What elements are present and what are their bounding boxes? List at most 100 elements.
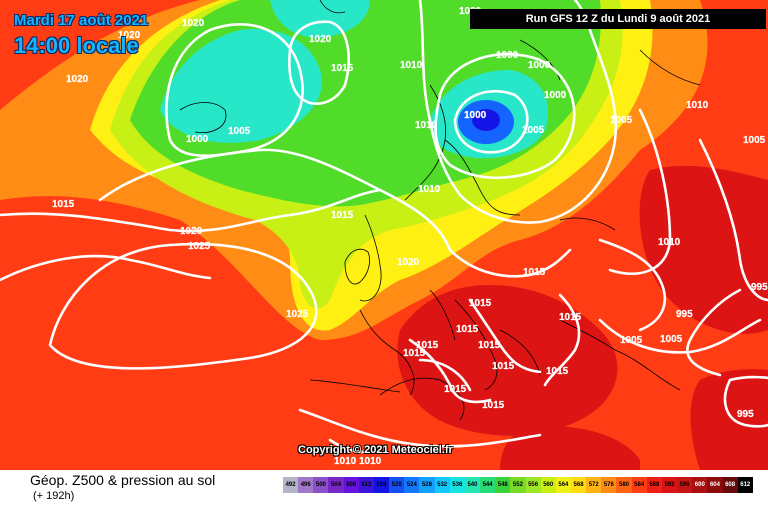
scale-cell: 532 (434, 477, 450, 493)
scale-cell: 580 (616, 477, 632, 493)
pressure-label: 1015 (478, 340, 501, 351)
scale-cell: 576 (601, 477, 617, 493)
pressure-label: 1010 (658, 237, 681, 248)
pressure-label: 1005 (660, 334, 683, 345)
pressure-label: 1020 (309, 34, 332, 45)
cyan-field-west (160, 29, 322, 143)
pressure-label: 995 (676, 309, 693, 320)
pressure-label: 1010 (686, 100, 709, 111)
pressure-label: 1015 (559, 312, 582, 323)
pressure-label: 1020 (182, 18, 205, 29)
scale-cell: 604 (707, 477, 723, 493)
isobar-1010-east (608, 108, 672, 275)
isobar-1015-central (448, 248, 572, 278)
scale-cell: 584 (631, 477, 647, 493)
low-pressure-center (472, 109, 500, 131)
isobar-1015-italy (408, 338, 492, 404)
pressure-label: 1025 (286, 309, 309, 320)
pressure-label: 1015 (403, 348, 426, 359)
isobar-1025 (48, 242, 318, 370)
scale-cell: 552 (510, 477, 526, 493)
forecast-lead-time: (+ 192h) (33, 490, 75, 502)
isobar-1005-low (434, 52, 576, 180)
scale-cell: 528 (419, 477, 435, 493)
scale-cell: 608 (722, 477, 738, 493)
pressure-label: 1010 (418, 184, 441, 195)
isobar-1005-east (698, 138, 768, 302)
isobar-1015-turkey (543, 293, 581, 387)
dark-red-field-southeast (690, 369, 768, 470)
pressure-label: 1015 (444, 384, 467, 395)
pressure-label: 1020 (397, 257, 420, 268)
scale-cell: 544 (480, 477, 496, 493)
pressure-label: 1015 (523, 267, 546, 278)
pressure-label: 1000 (544, 90, 567, 101)
pressure-label: 1015 (52, 199, 75, 210)
scale-cell: 600 (692, 477, 708, 493)
pressure-label: 1000 (496, 50, 519, 61)
pressure-label: 1005 (743, 135, 766, 146)
pressure-label: 1000 (528, 60, 551, 71)
isobar-1010-bottom (328, 438, 382, 454)
isobar-1000-se (598, 318, 762, 354)
cyan-field-north (270, 0, 370, 38)
map-canvas: 1000 1000 1000 1000 1000 1000 1005 1005 … (0, 0, 768, 470)
pressure-label: 1015 (456, 324, 479, 335)
forecast-time: 14:00 locale (14, 33, 139, 58)
pressure-label: 1015 (331, 63, 354, 74)
pressure-label: 1015 (482, 400, 505, 411)
pressure-label: 1015 (492, 361, 515, 372)
pressure-labels: 1000 1000 1000 1000 1000 1000 1005 1005 … (52, 6, 768, 467)
pressure-label: 1010 (415, 120, 438, 131)
pressure-label: 995 (751, 282, 768, 293)
pressure-label: 1010 (359, 456, 382, 467)
pressure-label: 1015 (416, 340, 439, 351)
forecast-date: Mardi 17 août 2021 (14, 12, 149, 29)
pressure-label: 1000 (186, 134, 209, 145)
isobar-1015-balkan (468, 298, 542, 374)
isobar-995-east (686, 288, 742, 377)
pressure-label: 1020 (118, 30, 141, 41)
pressure-label: 1005 (610, 115, 633, 126)
pressure-label: 1015 (469, 298, 492, 309)
scale-cell: 592 (661, 477, 678, 493)
scale-cell: 564 (555, 477, 571, 493)
pressure-label: 1015 (546, 366, 569, 377)
pressure-label: 1010 (400, 60, 423, 71)
pressure-label: 1020 (66, 74, 89, 85)
coastlines (179, 0, 701, 421)
scale-cell: 612 (737, 477, 753, 493)
scale-cell: 524 (404, 477, 420, 493)
pressure-label: 1005 (522, 125, 545, 136)
scale-cell: 556 (525, 477, 541, 493)
pressure-label: 1020 (180, 226, 203, 237)
pressure-label: 995 (737, 409, 754, 420)
isobar-1015-wide (598, 238, 667, 332)
isobar-1010-north (418, 0, 618, 224)
scale-cell: 560 (540, 477, 556, 493)
isobar-995-se (723, 375, 768, 428)
isobar-1005-south (0, 254, 212, 282)
scale-cell: 520 (389, 477, 405, 493)
scale-cell: 500 (313, 477, 329, 493)
scale-cell: 548 (495, 477, 511, 493)
dark-red-field-south (500, 426, 640, 470)
map-title: Géop. Z500 & pression au sol (30, 472, 216, 488)
pressure-label: 1005 (228, 126, 251, 137)
scale-cell: 596 (677, 477, 693, 493)
isobar-1020-main (0, 188, 382, 233)
copyright-notice: Copyright © 2021 Meteociel.fr (298, 444, 453, 456)
isobars (0, 0, 768, 454)
pressure-label: 1010 (334, 456, 357, 467)
scale-cell: 536 (449, 477, 465, 493)
color-scale: 492 496 500 504 508 512 516 520 524 528 532 536 540 5… (283, 477, 753, 493)
isobar-1020-nw (287, 20, 350, 105)
scale-cell: 504 (328, 477, 344, 493)
pressure-label: 1015 (331, 210, 354, 221)
scale-cell: 496 (298, 477, 314, 493)
isobar-1015-south (418, 358, 472, 392)
pressure-label: 1025 (188, 241, 211, 252)
scale-cell: 540 (464, 477, 481, 493)
scale-cell: 572 (586, 477, 602, 493)
pressure-label: 1005 (620, 335, 643, 346)
